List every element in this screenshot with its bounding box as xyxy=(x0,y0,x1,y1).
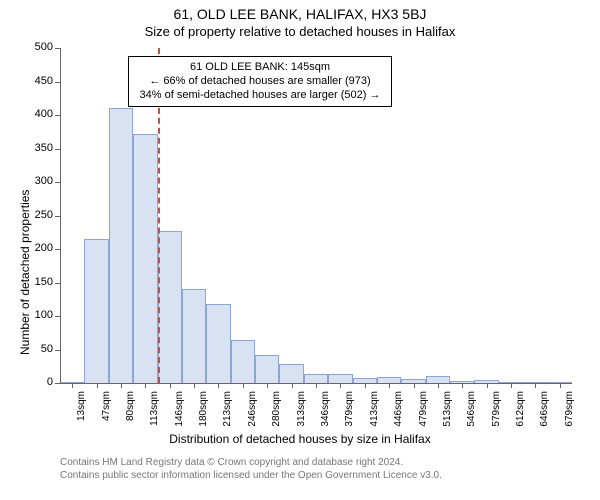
histogram-bar xyxy=(426,376,450,383)
histogram-bar xyxy=(84,239,108,383)
footer-line-2: Contains public sector information licen… xyxy=(60,469,442,482)
histogram-bar xyxy=(279,364,303,383)
histogram-bar xyxy=(109,108,133,383)
histogram-bar xyxy=(231,340,255,383)
histogram-plot: 05010015020025030035040045050013sqm47sqm… xyxy=(60,48,572,383)
ytick-label: 200 xyxy=(19,242,53,254)
ytick-label: 100 xyxy=(19,309,53,321)
callout-line-2: ← 66% of detached houses are smaller (97… xyxy=(135,75,385,89)
y-axis-line xyxy=(60,48,61,383)
ytick-label: 350 xyxy=(19,142,53,154)
histogram-bar xyxy=(182,289,206,383)
ytick-label: 450 xyxy=(19,75,53,87)
histogram-bar xyxy=(206,304,230,383)
page-subtitle: Size of property relative to detached ho… xyxy=(0,24,600,39)
ytick-label: 150 xyxy=(19,276,53,288)
callout-line-3: 34% of semi-detached houses are larger (… xyxy=(135,89,385,103)
ytick-label: 0 xyxy=(19,376,53,388)
ytick-label: 50 xyxy=(19,343,53,355)
histogram-bar xyxy=(133,134,157,383)
ytick-label: 500 xyxy=(19,41,53,53)
footer-line-1: Contains HM Land Registry data © Crown c… xyxy=(60,456,442,469)
histogram-bar xyxy=(304,374,328,383)
callout-line-1: 61 OLD LEE BANK: 145sqm xyxy=(135,61,385,75)
ytick-label: 400 xyxy=(19,108,53,120)
histogram-bar xyxy=(255,355,279,383)
footer-attribution: Contains HM Land Registry data © Crown c… xyxy=(60,456,442,482)
ytick-label: 300 xyxy=(19,175,53,187)
x-axis-label: Distribution of detached houses by size … xyxy=(0,432,600,446)
histogram-bar xyxy=(158,231,182,383)
page-title: 61, OLD LEE BANK, HALIFAX, HX3 5BJ xyxy=(0,6,600,22)
x-axis-line xyxy=(60,383,572,384)
histogram-bar xyxy=(328,374,352,383)
property-callout: 61 OLD LEE BANK: 145sqm← 66% of detached… xyxy=(128,56,392,107)
ytick-label: 250 xyxy=(19,209,53,221)
